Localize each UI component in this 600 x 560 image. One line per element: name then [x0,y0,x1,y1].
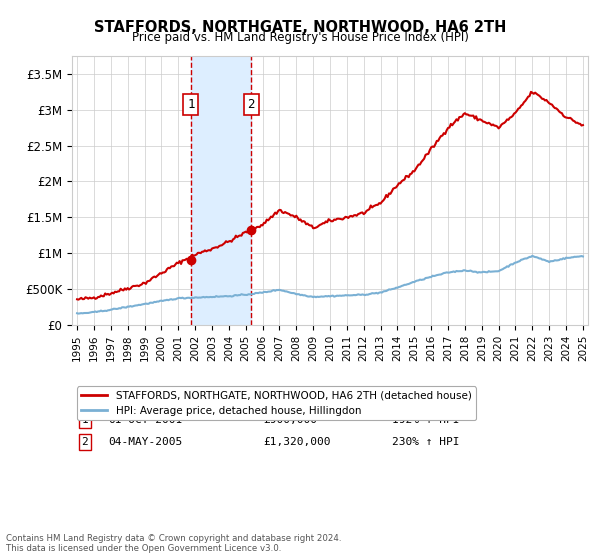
Text: 230% ↑ HPI: 230% ↑ HPI [392,437,460,447]
Text: 192% ↑ HPI: 192% ↑ HPI [392,415,460,425]
Text: 2: 2 [82,437,88,447]
Text: 1: 1 [82,415,88,425]
Text: 2: 2 [248,98,255,111]
Text: Contains HM Land Registry data © Crown copyright and database right 2024.
This d: Contains HM Land Registry data © Crown c… [6,534,341,553]
Text: Price paid vs. HM Land Registry's House Price Index (HPI): Price paid vs. HM Land Registry's House … [131,31,469,44]
Text: 01-OCT-2001: 01-OCT-2001 [108,415,182,425]
Text: £1,320,000: £1,320,000 [263,437,331,447]
Bar [191,56,251,325]
Text: 04-MAY-2005: 04-MAY-2005 [108,437,182,447]
Text: 1: 1 [187,98,194,111]
Text: £900,000: £900,000 [263,415,317,425]
Text: STAFFORDS, NORTHGATE, NORTHWOOD, HA6 2TH: STAFFORDS, NORTHGATE, NORTHWOOD, HA6 2TH [94,20,506,35]
Legend: STAFFORDS, NORTHGATE, NORTHWOOD, HA6 2TH (detached house), HPI: Average price, d: STAFFORDS, NORTHGATE, NORTHWOOD, HA6 2TH… [77,386,476,420]
